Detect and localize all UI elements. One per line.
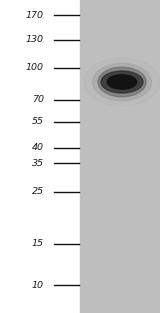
Ellipse shape	[93, 63, 151, 101]
Text: 15: 15	[32, 239, 44, 249]
Text: 25: 25	[32, 187, 44, 197]
Ellipse shape	[101, 71, 143, 93]
Text: 35: 35	[32, 158, 44, 167]
Ellipse shape	[98, 67, 146, 97]
Text: 10: 10	[32, 280, 44, 290]
Text: 130: 130	[26, 35, 44, 44]
Text: 40: 40	[32, 143, 44, 152]
Text: 100: 100	[26, 64, 44, 73]
Text: 170: 170	[26, 11, 44, 19]
Ellipse shape	[84, 58, 160, 106]
Ellipse shape	[107, 75, 137, 89]
Text: 70: 70	[32, 95, 44, 105]
Bar	[80, 0, 160, 313]
Text: 55: 55	[32, 117, 44, 126]
Bar	[0, 0, 80, 313]
